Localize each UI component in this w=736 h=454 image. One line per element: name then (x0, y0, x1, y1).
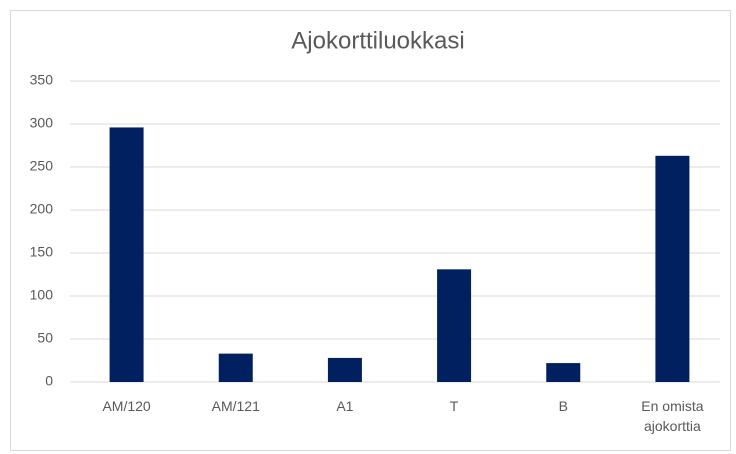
chart-title: Ajokorttiluokkasi (291, 27, 464, 54)
y-tick-label: 250 (30, 158, 54, 174)
bar (218, 353, 253, 382)
bar (327, 357, 362, 382)
y-tick-label: 0 (45, 373, 53, 389)
x-tick-label: A1 (336, 398, 354, 414)
y-tick-label: 150 (30, 244, 54, 260)
x-tick-label: En omista ajokorttia (641, 398, 704, 434)
bar (655, 155, 690, 382)
bar (437, 269, 472, 382)
bar (546, 363, 581, 382)
y-tick-label: 50 (37, 330, 53, 346)
x-tick-label: AM/121 (211, 398, 260, 414)
y-tick-label: 300 (30, 115, 54, 131)
bar (109, 127, 144, 382)
y-tick-label: 350 (30, 72, 54, 88)
y-tick-label: 100 (30, 287, 54, 303)
x-tick-label: T (449, 398, 459, 414)
y-tick-label: 200 (30, 201, 54, 217)
x-tick-label: AM/120 (102, 398, 151, 414)
x-tick-label: B (558, 398, 568, 414)
